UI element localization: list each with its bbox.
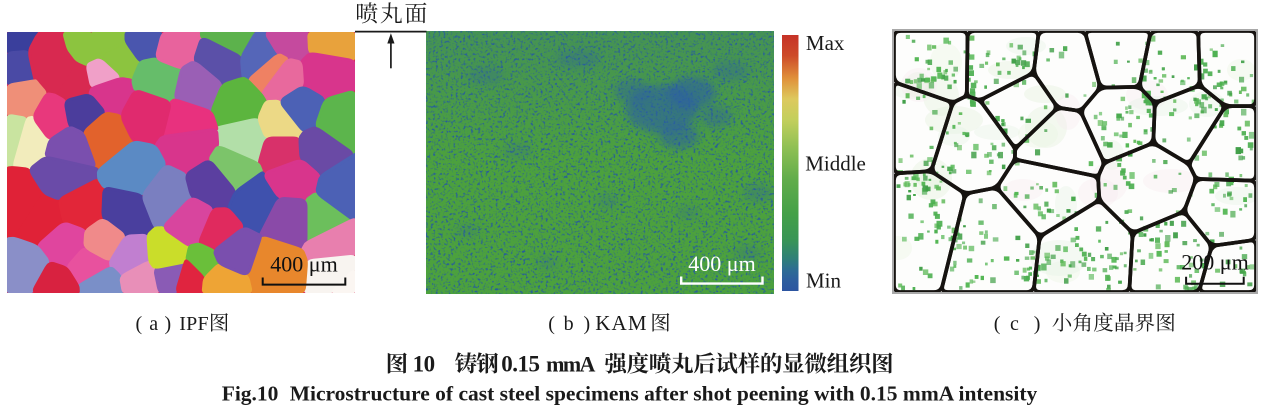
svg-text:Middle: Middle: [805, 152, 866, 176]
svg-text:(: (: [548, 313, 555, 335]
svg-text:Max: Max: [806, 31, 845, 55]
svg-text:IPF: IPF: [179, 313, 209, 335]
svg-text:Microstructure of cast steel s: Microstructure of cast steel specimens a…: [290, 382, 1038, 406]
svg-text:(: (: [994, 313, 1001, 335]
svg-text:Min: Min: [806, 269, 842, 293]
svg-text:b: b: [564, 313, 574, 335]
svg-text:0.15: 0.15: [501, 352, 539, 377]
svg-text:400 μm: 400 μm: [270, 252, 337, 277]
svg-text:KAM: KAM: [595, 311, 648, 335]
svg-text:a: a: [149, 313, 158, 335]
svg-text:200 μm: 200 μm: [1181, 249, 1248, 274]
svg-text:): ): [165, 313, 172, 335]
svg-text:): ): [1034, 313, 1041, 335]
svg-text:c: c: [1010, 313, 1019, 335]
svg-text:400 μm: 400 μm: [688, 251, 755, 276]
svg-text:(: (: [136, 313, 143, 335]
svg-text:mmA: mmA: [546, 352, 595, 377]
svg-text:Fig.10: Fig.10: [222, 382, 279, 406]
svg-text:): ): [584, 313, 591, 335]
svg-text:10: 10: [413, 352, 435, 377]
